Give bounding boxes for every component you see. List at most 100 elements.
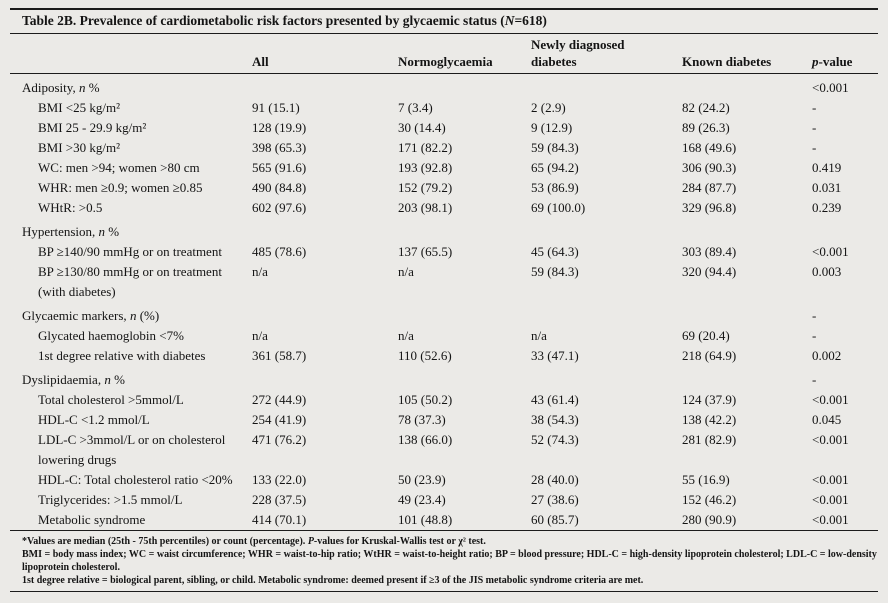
text-segment: Total cholesterol >5mmol/L xyxy=(38,392,184,407)
value-cell: 0.002 xyxy=(812,348,842,363)
row-label: Triglycerides: >1.5 mmol/L xyxy=(10,490,252,510)
value-cell: n/a xyxy=(398,264,414,279)
bottom-rule xyxy=(10,591,878,592)
col-header-p-value: p-value xyxy=(812,34,878,74)
col-header-all: All xyxy=(252,34,398,74)
value-cell: 280 (90.9) xyxy=(682,510,812,531)
p-value-italic-p: p xyxy=(812,54,819,69)
col-header-newly-diagnosed: Newly diagnosed diabetes xyxy=(531,34,682,74)
value-cell: <0.001 xyxy=(812,510,878,531)
value-cell: 53 (86.9) xyxy=(531,180,579,195)
title-n-italic: N xyxy=(504,13,515,28)
value-cell: 55 (16.9) xyxy=(682,472,730,487)
col-header-normoglycaemia: Normoglycaemia xyxy=(398,34,531,74)
value-cell: 414 (70.1) xyxy=(252,510,398,531)
header-row: All Normoglycaemia Newly diagnosed diabe… xyxy=(10,34,878,74)
row-label: Dyslipidaemia, n % xyxy=(10,366,252,390)
row-label: Total cholesterol >5mmol/L xyxy=(10,390,252,410)
value-cell: 303 (89.4) xyxy=(682,244,737,259)
value-cell: 28 (40.0) xyxy=(531,472,579,487)
data-row: LDL-C >3mmol/L or on cholesterol lowering… xyxy=(10,430,878,470)
value-cell: 284 (87.7) xyxy=(682,180,737,195)
value-cell: <0.001 xyxy=(812,392,849,407)
text-segment: BMI = body mass index; WC = waist circum… xyxy=(22,549,877,573)
row-label: BP ≥130/80 mmHg or on treatment (with dia… xyxy=(10,262,252,302)
value-cell: 138 (42.2) xyxy=(682,412,737,427)
table-number: Table 2B. xyxy=(22,13,77,28)
value-cell: 128 (19.9) xyxy=(252,120,307,135)
value-cell: 59 (84.3) xyxy=(531,140,579,155)
col-header-newly-line1: Newly diagnosed xyxy=(531,37,625,52)
value-cell xyxy=(682,74,812,99)
text-segment: n xyxy=(104,372,111,387)
row-label: Glycaemic markers, n (%) xyxy=(10,302,252,326)
text-segment: Glycaemic markers, xyxy=(22,308,130,323)
value-cell: 485 (78.6) xyxy=(252,244,307,259)
value-cell xyxy=(531,302,682,326)
value-cell: 0.045 xyxy=(812,412,842,427)
value-cell: 152 (79.2) xyxy=(398,180,453,195)
risk-factor-table: All Normoglycaemia Newly diagnosed diabe… xyxy=(10,34,878,531)
value-cell: 490 (84.8) xyxy=(252,180,307,195)
row-label: WC: men >94; women >80 cm xyxy=(10,158,252,178)
value-cell: 60 (85.7) xyxy=(531,510,682,531)
value-cell: 91 (15.1) xyxy=(252,100,300,115)
value-cell: - xyxy=(812,308,817,323)
value-cell xyxy=(398,366,531,390)
col-header-rowlabels xyxy=(10,34,252,74)
text-segment: WHR: men ≥0.9; women ≥0.85 xyxy=(38,180,203,195)
footnote-line: *Values are median (25th - 75th percenti… xyxy=(22,535,878,548)
text-segment: BMI 25 - 29.9 kg/m² xyxy=(38,120,147,135)
data-row: WHtR: >0.5 602 (97.6) 203 (98.1) 69 (100.0)… xyxy=(10,198,878,218)
value-cell: 69 (20.4) xyxy=(682,328,730,343)
value-cell: <0.001 xyxy=(812,244,849,259)
text-segment: % xyxy=(105,224,120,239)
value-cell xyxy=(252,366,398,390)
value-cell: 43 (61.4) xyxy=(531,392,579,407)
value-cell: 101 (48.8) xyxy=(398,510,531,531)
text-segment: BMI >30 kg/m² xyxy=(38,140,121,155)
value-cell: 52 (74.3) xyxy=(531,432,579,447)
value-cell xyxy=(682,218,812,242)
value-cell: <0.001 xyxy=(812,472,849,487)
value-cell: - xyxy=(812,120,817,135)
section-row: Adiposity, n % <0.001 xyxy=(10,74,878,99)
value-cell: 320 (94.4) xyxy=(682,264,737,279)
text-segment: HDL-C: Total cholesterol ratio <20% xyxy=(38,472,233,487)
value-cell: 105 (50.2) xyxy=(398,392,453,407)
value-cell: 272 (44.9) xyxy=(252,392,307,407)
value-cell: 565 (91.6) xyxy=(252,160,307,175)
value-cell xyxy=(252,74,398,99)
value-cell: 2 (2.9) xyxy=(531,100,566,115)
value-cell: - xyxy=(812,372,817,387)
value-cell xyxy=(252,302,398,326)
value-cell: 281 (82.9) xyxy=(682,432,737,447)
value-cell: 33 (47.1) xyxy=(531,348,579,363)
text-segment: -values for Kruskal-Wallis test or χ² te… xyxy=(313,536,486,547)
value-cell: - xyxy=(812,100,817,115)
value-cell: n/a xyxy=(398,328,414,343)
value-cell: 27 (38.6) xyxy=(531,492,579,507)
text-segment: (%) xyxy=(136,308,160,323)
value-cell: 0.003 xyxy=(812,264,842,279)
row-label-line2: (with diabetes) xyxy=(38,284,116,299)
title-rule xyxy=(10,33,878,34)
value-cell xyxy=(398,302,531,326)
row-label: Adiposity, n % xyxy=(10,74,252,99)
data-row: BMI >30 kg/m² 398 (65.3) 171 (82.2) 59 (84.… xyxy=(10,138,878,158)
row-label: HDL-C: Total cholesterol ratio <20% xyxy=(10,470,252,490)
footnote-line: BMI = body mass index; WC = waist circum… xyxy=(22,548,878,574)
title-text: Prevalence of cardiometabolic risk facto… xyxy=(76,13,505,28)
value-cell: 254 (41.9) xyxy=(252,412,307,427)
row-label: 1st degree relative with diabetes xyxy=(10,346,252,366)
value-cell: 602 (97.6) xyxy=(252,200,307,215)
value-cell: 89 (26.3) xyxy=(682,120,730,135)
data-row: Total cholesterol >5mmol/L 272 (44.9) 105 … xyxy=(10,390,878,410)
value-cell: 203 (98.1) xyxy=(398,200,453,215)
text-segment: BP ≥140/90 mmHg or on treatment xyxy=(38,244,222,259)
value-cell: 0.239 xyxy=(812,200,842,215)
value-cell: 7 (3.4) xyxy=(398,100,433,115)
value-cell: 133 (22.0) xyxy=(252,472,307,487)
text-segment: BMI <25 kg/m² xyxy=(38,100,121,115)
text-segment: n xyxy=(129,308,137,323)
